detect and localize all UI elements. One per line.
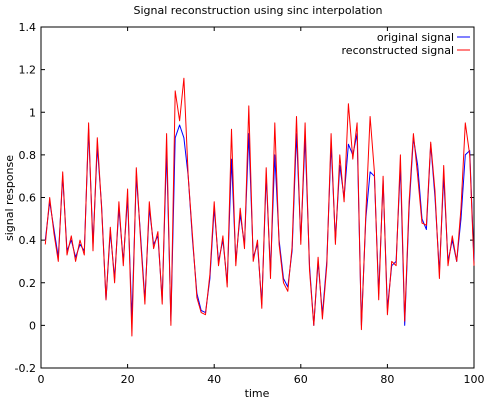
y-tick-label: 0 — [29, 319, 36, 332]
y-tick-label: -0.2 — [15, 362, 36, 375]
series-layer — [44, 77, 475, 337]
series-line-original — [44, 124, 475, 326]
x-tick-label: 60 — [294, 373, 308, 386]
chart-title: Signal reconstruction using sinc interpo… — [134, 4, 383, 17]
x-axis: 0 20 40 60 80 100 — [38, 27, 485, 386]
x-axis-label: time — [245, 387, 270, 400]
y-tick-label: 0.6 — [19, 192, 37, 205]
x-tick-label: 100 — [464, 373, 485, 386]
x-tick-label: 20 — [121, 373, 135, 386]
y-tick-label: 1 — [29, 106, 36, 119]
series-line-reconstructed — [44, 77, 475, 337]
y-tick-label: 1.4 — [19, 21, 37, 34]
legend-label: reconstructed signal — [342, 44, 454, 57]
x-tick-label: 0 — [38, 373, 45, 386]
y-tick-label: 0.8 — [19, 149, 37, 162]
y-tick-label: 0.2 — [19, 277, 37, 290]
x-tick-label: 80 — [380, 373, 394, 386]
x-tick-label: 40 — [207, 373, 221, 386]
y-axis: -0.2 0 0.2 0.4 0.6 0.8 1 1.2 1.4 — [15, 21, 474, 375]
y-tick-label: 0.4 — [19, 234, 37, 247]
y-axis-label: signal response — [3, 155, 16, 241]
y-tick-label: 1.2 — [19, 64, 37, 77]
legend-label: original signal — [377, 31, 454, 44]
